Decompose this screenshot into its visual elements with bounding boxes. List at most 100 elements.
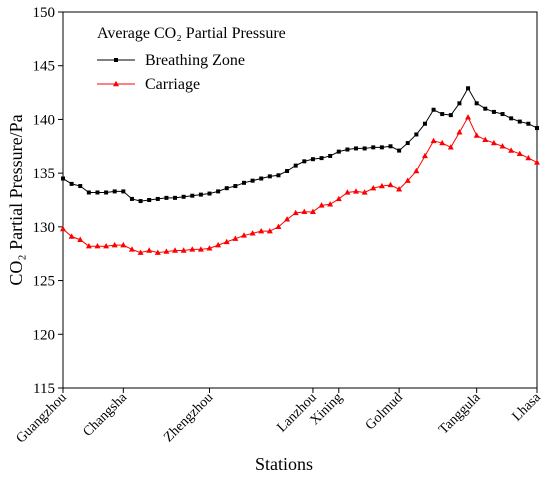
y-tick-label: 115 <box>33 381 55 397</box>
data-point <box>155 196 160 201</box>
data-point <box>120 241 127 248</box>
data-point <box>483 106 488 111</box>
data-point <box>318 202 325 208</box>
data-point <box>86 190 91 195</box>
data-point <box>448 113 453 118</box>
data-point <box>447 144 454 150</box>
data-point <box>361 189 368 195</box>
series-line <box>62 116 538 254</box>
data-point <box>137 249 144 255</box>
data-point <box>197 246 204 252</box>
y-axis-label: CO₂ Partial Pressure/Pa <box>6 114 26 285</box>
data-point <box>508 147 515 153</box>
data-point <box>371 145 376 150</box>
data-point <box>216 189 221 194</box>
data-point <box>104 190 109 195</box>
data-point <box>78 184 83 189</box>
data-point <box>275 223 282 230</box>
data-point <box>516 150 523 157</box>
x-tick-label: Changsha <box>81 390 131 440</box>
data-point <box>345 147 350 152</box>
data-point <box>224 186 229 191</box>
data-point <box>482 136 489 143</box>
data-point <box>198 192 203 197</box>
y-tick-label: 135 <box>33 166 56 182</box>
data-point <box>474 101 479 106</box>
data-point <box>215 241 222 248</box>
data-point <box>491 109 496 114</box>
data-point <box>335 195 342 202</box>
data-point <box>94 242 101 249</box>
data-point <box>430 137 437 144</box>
data-point <box>284 216 291 222</box>
data-point <box>207 191 212 196</box>
data-point <box>206 245 213 251</box>
data-point <box>413 167 420 174</box>
data-point <box>466 86 471 91</box>
data-point <box>344 189 351 195</box>
data-point <box>397 148 402 153</box>
data-point <box>164 195 169 200</box>
data-point <box>241 180 246 185</box>
data-point <box>456 129 463 135</box>
data-point <box>121 189 126 194</box>
data-point <box>336 149 341 154</box>
x-tick-label: Guangzhou <box>14 390 70 446</box>
data-point <box>267 174 272 179</box>
data-point <box>190 193 195 198</box>
data-point <box>223 238 230 245</box>
data-point <box>129 196 134 201</box>
data-point <box>379 145 384 150</box>
data-point <box>77 236 84 242</box>
x-tick-label: Lhasa <box>510 390 545 425</box>
data-point <box>95 190 100 195</box>
data-point <box>266 227 273 234</box>
data-point <box>500 112 505 117</box>
data-point <box>111 241 118 248</box>
legend-label: Carriage <box>145 76 200 93</box>
data-point <box>534 159 540 165</box>
data-point <box>85 242 92 249</box>
x-tick-label: Tanggula <box>436 390 484 438</box>
data-point <box>457 101 462 106</box>
data-point <box>69 181 74 186</box>
data-point <box>319 156 324 161</box>
data-point <box>309 208 316 215</box>
plot-frame <box>62 11 538 389</box>
data-point <box>396 186 403 192</box>
x-axis-label: Stations <box>255 454 313 474</box>
data-point <box>60 225 66 232</box>
data-point <box>103 242 110 249</box>
data-point <box>163 248 170 254</box>
data-point <box>388 144 393 149</box>
data-point <box>404 177 411 183</box>
data-point <box>414 132 419 137</box>
y-tick-label: 125 <box>33 274 56 290</box>
data-point <box>490 139 497 146</box>
legend-title: Average CO₂ Partial Pressure <box>97 25 286 42</box>
series-line <box>62 87 538 202</box>
y-tick-label: 130 <box>33 220 56 236</box>
data-point <box>154 249 161 255</box>
data-point <box>328 153 333 158</box>
data-point <box>61 176 65 181</box>
data-point <box>509 116 514 121</box>
data-point <box>473 132 480 138</box>
data-point <box>180 247 187 253</box>
data-point <box>232 235 239 241</box>
data-point <box>240 232 247 238</box>
data-point <box>146 247 153 253</box>
data-point <box>233 184 238 189</box>
data-point <box>302 159 307 164</box>
data-point <box>362 146 367 151</box>
data-point <box>421 152 428 159</box>
data-point <box>517 119 522 124</box>
x-tick-label: Golmud <box>363 390 406 433</box>
data-point <box>249 230 256 236</box>
data-point <box>301 208 308 215</box>
data-point <box>138 199 143 204</box>
data-point <box>431 107 436 112</box>
data-point <box>439 139 446 146</box>
data-point <box>465 114 472 120</box>
